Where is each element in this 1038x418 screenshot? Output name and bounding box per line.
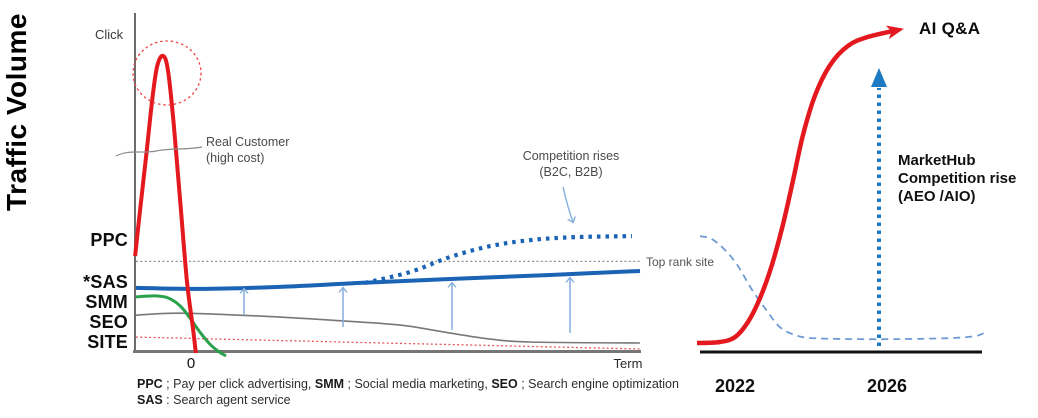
- origin-tick-label: 0: [186, 355, 196, 372]
- competition-rises-line2: (B2C, B2B): [539, 164, 603, 179]
- markethub-line3: (AEO /AIO): [898, 188, 976, 205]
- ppc-spike-line: [133, 53, 198, 354]
- axis-label-ppc: PPC: [90, 230, 128, 250]
- y-axis-title: Traffic Volume: [1, 13, 32, 211]
- competition-rises-annotation: Competition rises (B2C, B2B): [501, 149, 641, 180]
- legend-line-1: PPC ; Pay per click advertising, SMM ; S…: [137, 377, 679, 392]
- site-line: [135, 336, 641, 350]
- competition-rises-line1: Competition rises: [522, 149, 620, 163]
- legend-segment: PPC: [137, 377, 163, 391]
- legend-segment: : Search agent service: [162, 393, 291, 407]
- year-2026-label: 2026: [866, 376, 908, 396]
- axis-label-sas: *SAS: [83, 272, 128, 292]
- sas-competition-dotted-line: [364, 234, 632, 285]
- legend-segment: ; Pay per click advertising,: [162, 377, 315, 391]
- markethub-annotation: MarketHub Competition rise (AEO /AIO): [898, 152, 1016, 206]
- click-label: Click: [95, 27, 124, 42]
- legend-segment: SMM: [314, 377, 345, 391]
- markethub-line1: MarketHub: [898, 152, 976, 169]
- real-customer-annotation: Real Customer (high cost): [206, 135, 289, 166]
- ai-qa-curve: [696, 25, 904, 346]
- top-rank-site-label: Top rank site: [646, 255, 715, 269]
- click-burst-dotted-circle: [132, 40, 202, 106]
- smm-line: [135, 294, 227, 358]
- legend-segment: ; Social media marketing,: [344, 377, 492, 391]
- legend-segment: SEO: [491, 377, 518, 391]
- axis-label-seo: SEO: [89, 312, 128, 332]
- markethub-line2: Competition rise: [898, 170, 1017, 187]
- legend-segment: ; Search engine optimization: [517, 377, 679, 391]
- year-2022-label: 2022: [714, 376, 756, 396]
- real-customer-line2: (high cost): [206, 150, 265, 165]
- top-rank-decline-dashed-line: [699, 235, 985, 341]
- sas-line: [135, 269, 641, 291]
- real-customer-pointer-line: [115, 146, 203, 157]
- competition-rises-arrow: [562, 186, 573, 222]
- axis-label-smm: SMM: [85, 292, 128, 312]
- x-axis-term-label: Term: [613, 356, 643, 371]
- legend-segment: SAS: [137, 393, 163, 407]
- legend-line-2: SAS : Search agent service: [137, 393, 291, 408]
- sas-up-arrows: [244, 278, 570, 333]
- markethub-dotted-arrow-head: [871, 68, 887, 87]
- seo-line: [135, 312, 641, 344]
- axis-label-site: SITE: [87, 332, 128, 352]
- ai-qa-label: AI Q&A: [919, 19, 981, 38]
- real-customer-line1: Real Customer: [206, 135, 290, 149]
